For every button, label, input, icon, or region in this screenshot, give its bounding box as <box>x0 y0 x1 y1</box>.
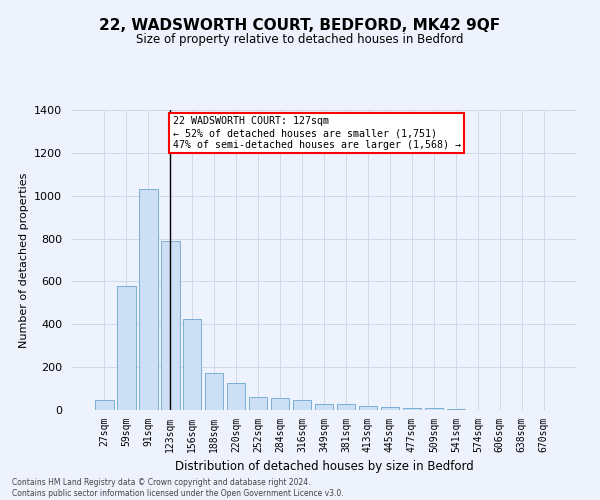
Bar <box>446 409 465 410</box>
Bar <box>117 286 136 410</box>
Y-axis label: Number of detached properties: Number of detached properties <box>19 172 29 348</box>
Bar <box>403 408 421 410</box>
Bar <box>293 400 311 410</box>
Bar <box>337 404 355 410</box>
Text: 22 WADSWORTH COURT: 127sqm
← 52% of detached houses are smaller (1,751)
47% of s: 22 WADSWORTH COURT: 127sqm ← 52% of deta… <box>173 116 461 150</box>
Text: 22, WADSWORTH COURT, BEDFORD, MK42 9QF: 22, WADSWORTH COURT, BEDFORD, MK42 9QF <box>100 18 500 32</box>
X-axis label: Distribution of detached houses by size in Bedford: Distribution of detached houses by size … <box>175 460 473 473</box>
Bar <box>425 408 443 410</box>
Bar <box>359 406 377 410</box>
Text: Size of property relative to detached houses in Bedford: Size of property relative to detached ho… <box>136 32 464 46</box>
Text: Contains HM Land Registry data © Crown copyright and database right 2024.
Contai: Contains HM Land Registry data © Crown c… <box>12 478 344 498</box>
Bar <box>380 407 399 410</box>
Bar <box>139 188 158 410</box>
Bar <box>205 372 223 410</box>
Bar <box>95 400 113 410</box>
Bar <box>183 320 202 410</box>
Bar <box>161 241 179 410</box>
Bar <box>271 398 289 410</box>
Bar <box>249 397 268 410</box>
Bar <box>314 404 334 410</box>
Bar <box>227 382 245 410</box>
